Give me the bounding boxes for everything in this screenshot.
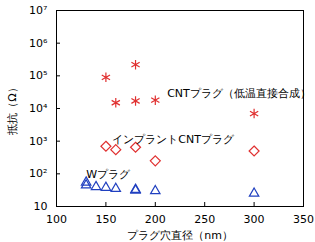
svg-text:抵抗（Ω）: 抵抗（Ω）	[6, 82, 19, 135]
svg-text:10⁴: 10⁴	[29, 102, 48, 115]
svg-text:10⁶: 10⁶	[29, 37, 48, 50]
svg-text:10²: 10²	[29, 167, 47, 180]
svg-text:150: 150	[95, 213, 116, 226]
svg-text:10³: 10³	[29, 135, 47, 148]
svg-text:CNTプラグ（低温直接合成）: CNTプラグ（低温直接合成）	[167, 87, 311, 100]
svg-text:10⁵: 10⁵	[29, 69, 47, 82]
svg-text:プラグ穴直径（nm）: プラグ穴直径（nm）	[127, 229, 233, 242]
svg-text:10: 10	[34, 200, 48, 213]
svg-text:Wプラグ: Wプラグ	[86, 168, 131, 181]
svg-text:10⁷: 10⁷	[29, 4, 47, 17]
svg-text:インプラントCNTプラグ: インプラントCNTプラグ	[112, 133, 235, 146]
svg-text:250: 250	[194, 213, 215, 226]
svg-text:350: 350	[293, 213, 314, 226]
svg-text:200: 200	[145, 213, 166, 226]
svg-text:100: 100	[46, 213, 67, 226]
svg-text:300: 300	[244, 213, 265, 226]
